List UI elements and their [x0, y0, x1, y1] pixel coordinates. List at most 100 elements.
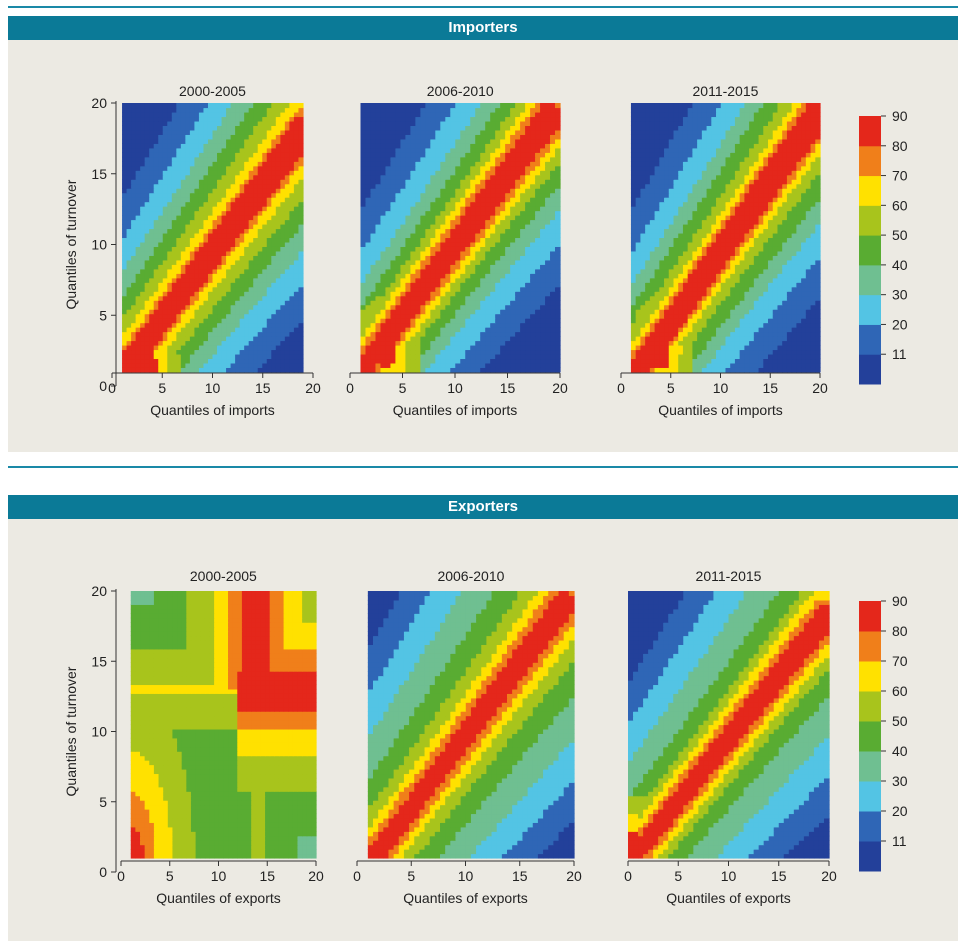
heatmap-cell — [475, 353, 481, 360]
heatmap-cell — [530, 237, 536, 243]
heatmap-cell — [490, 250, 496, 256]
heatmap-cell — [425, 277, 431, 283]
heatmap-cell — [284, 134, 290, 140]
heatmap-cell — [176, 152, 182, 158]
heatmap-cell — [405, 349, 411, 355]
heatmap-cell — [248, 103, 254, 109]
heatmap-cell — [203, 295, 209, 301]
heatmap-cell — [262, 183, 268, 189]
heatmap-cell — [244, 277, 250, 283]
heatmap-cell — [284, 259, 290, 265]
heatmap-cell — [550, 241, 556, 247]
heatmap-cell — [135, 183, 141, 189]
heatmap-cell — [248, 170, 254, 176]
heatmap-cell — [266, 138, 272, 144]
heatmap-cell — [239, 277, 245, 283]
heatmap-cell — [530, 286, 536, 292]
heatmap-cell — [490, 219, 496, 225]
heatmap-cell — [390, 179, 397, 185]
heatmap-cell — [370, 152, 377, 158]
heatmap-cell — [140, 223, 146, 230]
heatmap-cell — [158, 277, 164, 283]
heatmap-cell — [289, 170, 295, 176]
heatmap-cell — [253, 246, 259, 252]
heatmap-cell — [203, 192, 209, 198]
heatmap-cell — [171, 344, 177, 351]
heatmap-cell — [370, 313, 377, 319]
heatmap-cell — [221, 116, 227, 122]
heatmap-cell — [435, 268, 441, 274]
heatmap-cell — [545, 291, 551, 297]
heatmap-cell — [266, 300, 272, 306]
heatmap-cell — [395, 286, 401, 292]
heatmap-cell — [189, 232, 196, 239]
heatmap-cell — [185, 156, 191, 162]
heatmap-cell — [226, 237, 232, 243]
heatmap-cell — [400, 318, 406, 324]
heatmap-cell — [535, 143, 541, 149]
heatmap-cell — [495, 143, 501, 149]
heatmap-cell — [520, 156, 526, 162]
heatmap-cell — [465, 103, 471, 109]
heatmap-cell — [435, 201, 441, 207]
heatmap-cell — [153, 210, 159, 216]
heatmap-cell — [365, 183, 372, 189]
heatmap-cell — [480, 156, 486, 162]
heatmap-cell — [221, 268, 227, 274]
heatmap-cell — [126, 103, 132, 109]
heatmap-cell — [158, 152, 164, 158]
heatmap-cell — [445, 273, 451, 279]
heatmap-cell — [500, 179, 506, 185]
heatmap-cell — [253, 295, 259, 301]
heatmap-cell — [440, 295, 446, 301]
heatmap-cell — [230, 241, 236, 247]
heatmap-cell — [515, 264, 521, 270]
heatmap-cell — [162, 179, 168, 185]
heatmap-cell — [525, 300, 531, 306]
heatmap-cell — [239, 295, 245, 301]
heatmap-cell — [207, 179, 214, 185]
heatmap-cell — [266, 210, 272, 216]
heatmap-cell — [198, 304, 205, 310]
heatmap-cell — [289, 340, 295, 346]
heatmap-cell — [144, 210, 150, 216]
heatmap-cell — [266, 322, 272, 328]
heatmap-cell — [505, 219, 511, 225]
heatmap-cell — [550, 232, 556, 239]
heatmap-cell — [235, 147, 241, 153]
heatmap-cell — [520, 304, 526, 310]
heatmap-cell — [253, 192, 259, 198]
heatmap-cell — [262, 147, 268, 153]
heatmap-cell — [440, 170, 446, 176]
heatmap-cell — [470, 336, 476, 342]
heatmap-cell — [535, 129, 541, 135]
heatmap-cell — [445, 161, 451, 167]
heatmap-cell — [162, 331, 168, 337]
heatmap-cell — [400, 353, 406, 360]
heatmap-cell — [550, 201, 556, 207]
panel-header: Importers — [8, 16, 958, 40]
heatmap-cell — [167, 206, 173, 212]
heatmap-cell — [415, 331, 421, 337]
heatmap-cell — [440, 188, 446, 194]
heatmap-cell — [122, 291, 128, 297]
heatmap-cell — [176, 344, 182, 351]
heatmap-cell — [230, 322, 236, 328]
heatmap-cell — [122, 309, 128, 315]
heatmap-cell — [435, 327, 441, 333]
heatmap-cell — [405, 255, 411, 261]
heatmap-cell — [253, 228, 259, 234]
heatmap-cell — [470, 255, 476, 261]
heatmap-cell — [510, 111, 516, 118]
heatmap-cell — [126, 206, 132, 212]
heatmap-cell — [530, 138, 536, 144]
heatmap-cell — [198, 170, 205, 176]
heatmap-cell — [465, 259, 471, 265]
heatmap-cell — [682, 362, 689, 368]
heatmap-cell — [207, 331, 214, 337]
heatmap-cell — [135, 331, 141, 337]
heatmap-cell — [535, 188, 541, 194]
heatmap-cell — [131, 232, 137, 239]
heatmap-cell — [298, 232, 304, 239]
heatmap-cell — [425, 206, 431, 212]
